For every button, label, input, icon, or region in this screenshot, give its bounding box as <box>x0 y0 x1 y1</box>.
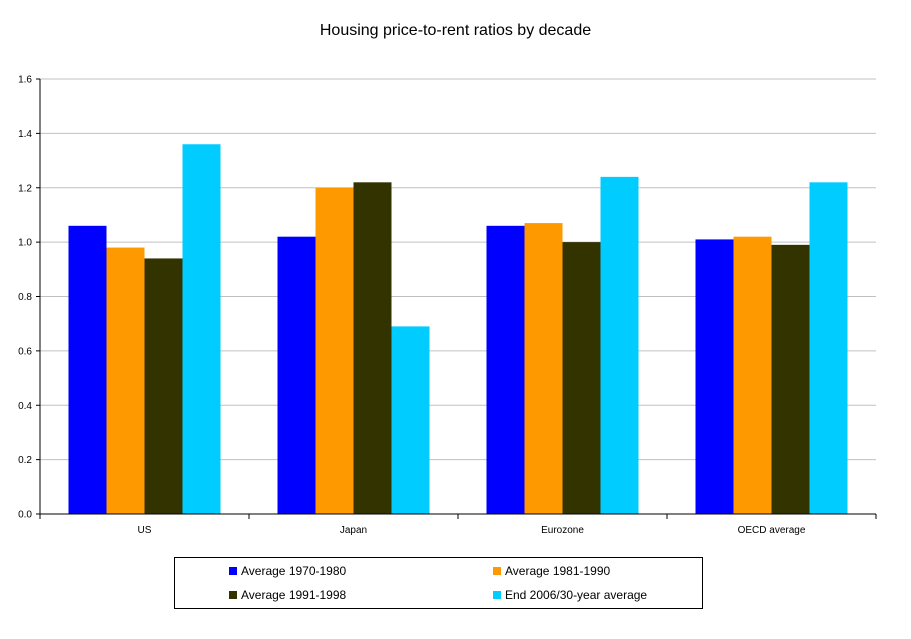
legend-swatch <box>493 591 501 599</box>
bar <box>144 258 183 514</box>
bar <box>68 225 107 514</box>
legend-item: End 2006/30-year average <box>493 587 647 603</box>
bar-chart: 0.0 0.2 0.4 0.6 0.8 1.0 1.2 1.4 1.6 US Japan Euroz… <box>18 75 877 536</box>
bar <box>391 326 430 514</box>
category-label: OECD average <box>738 525 806 536</box>
y-tick-label: 0.6 <box>18 346 32 357</box>
y-tick-label: 0.0 <box>18 510 32 521</box>
legend-item: Average 1981-1990 <box>493 563 610 579</box>
y-tick-label: 0.8 <box>18 292 32 303</box>
legend-item: Average 1970-1980 <box>229 563 346 579</box>
y-tick-label: 1.0 <box>18 238 32 249</box>
y-tick-label: 0.4 <box>18 401 32 412</box>
bar <box>277 236 316 514</box>
bars <box>68 144 848 514</box>
y-tick-label: 1.2 <box>18 183 32 194</box>
legend: Average 1970-1980 Average 1981-1990 Averag… <box>174 557 703 609</box>
bar <box>524 223 563 514</box>
bar <box>486 225 525 514</box>
y-tick-labels: 0.0 0.2 0.4 0.6 0.8 1.0 1.2 1.4 1.6 <box>18 75 32 521</box>
bar <box>106 247 145 514</box>
axes <box>39 79 877 519</box>
bar <box>695 239 734 514</box>
legend-swatch <box>493 567 501 575</box>
bar <box>315 187 354 514</box>
bar <box>733 236 772 514</box>
category-labels: US Japan Eurozone OECD average <box>138 525 806 536</box>
category-label: Eurozone <box>541 525 584 536</box>
legend-label: Average 1991-1998 <box>241 588 347 602</box>
bar <box>771 244 810 514</box>
bar <box>809 182 848 514</box>
legend-swatch <box>229 567 237 575</box>
legend-label: Average 1981-1990 <box>505 564 611 578</box>
legend-label: End 2006/30-year average <box>505 588 648 602</box>
legend-item: Average 1991-1998 <box>229 587 346 603</box>
bar <box>562 242 601 514</box>
y-tick-label: 1.6 <box>18 75 32 86</box>
y-tick-label: 1.4 <box>18 129 32 140</box>
legend-swatch <box>229 591 237 599</box>
bar <box>182 144 221 514</box>
category-label: Japan <box>340 525 367 536</box>
category-label: US <box>138 525 152 536</box>
y-tick-label: 0.2 <box>18 455 32 466</box>
legend-label: Average 1970-1980 <box>241 564 347 578</box>
bar <box>353 182 392 514</box>
bar <box>600 176 639 514</box>
chart-title: Housing price-to-rent ratios by decade <box>319 22 592 39</box>
